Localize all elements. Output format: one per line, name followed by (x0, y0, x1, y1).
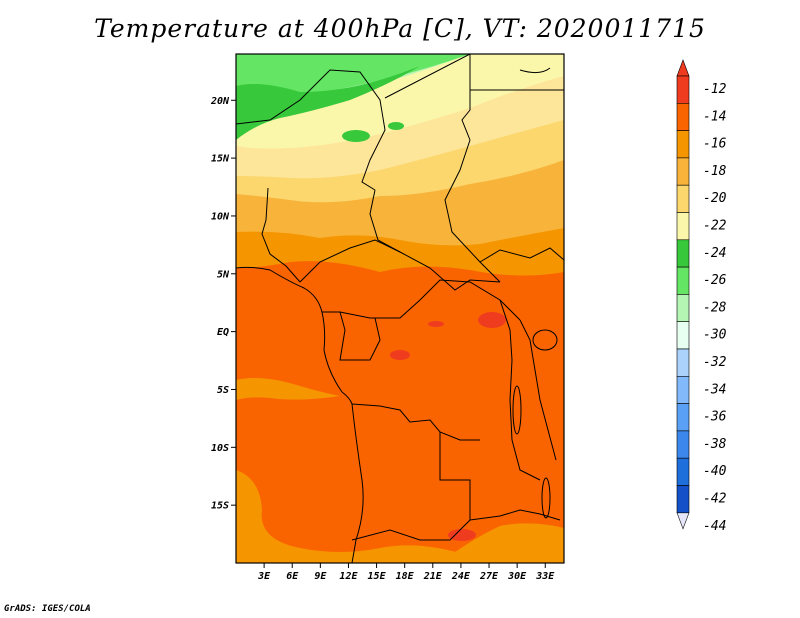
y-tick-label: 10S (211, 443, 229, 454)
border-niger-chad (369, 189, 401, 253)
colorbar-swatch (676, 103, 690, 131)
colorbar-swatch (676, 75, 690, 104)
colorbar-bottom-arrow (676, 512, 690, 530)
map-title: Temperature at 400hPa [C], VT: 202001171… (94, 14, 706, 43)
country-borders (236, 54, 564, 563)
coastline-west (236, 266, 364, 563)
colorbar-label: -18 (703, 164, 727, 179)
x-tick-label: 15E (368, 571, 387, 582)
lake-malawi (541, 477, 551, 519)
colorbar-swatch (676, 321, 690, 350)
y-tick-label: 15S (211, 501, 229, 512)
colorbar-swatch (676, 457, 690, 486)
x-tick-label: 30E (507, 571, 527, 582)
field-band-minus-24 (236, 66, 420, 140)
colorbar-swatch (676, 348, 690, 377)
x-tick-label: 6E (286, 571, 299, 582)
border-nigeria-cameroon (261, 187, 301, 283)
colorbar-swatch (676, 485, 690, 514)
x-tick-label: 21E (423, 571, 443, 582)
field-blob-minus-12 (390, 350, 410, 360)
temperature-field (236, 54, 564, 563)
field-band-minus-16-south (236, 470, 470, 563)
colorbar-label: -42 (703, 492, 727, 507)
border-algeria-libya (236, 69, 386, 191)
colorbar-label: -22 (703, 219, 727, 234)
colorbar-label: -24 (703, 246, 726, 261)
colorbar-swatch (676, 239, 690, 268)
map-frame (235, 53, 565, 564)
lake-victoria (532, 329, 558, 351)
colorbar-label: -32 (703, 355, 727, 370)
grads-credit: GrADS: IGES/COLA (4, 604, 91, 614)
x-tick-label: 24E (451, 571, 471, 582)
y-tick-label: 10N (211, 211, 230, 222)
coast-red-sea (519, 67, 551, 74)
colorbar-swatch (676, 266, 690, 295)
colorbar-swatch (676, 403, 690, 432)
field-blob-minus-12 (478, 312, 506, 328)
border-chad-sudan (444, 139, 501, 283)
y-tick-label: 20N (210, 96, 230, 107)
y-tick-label: 5S (217, 385, 229, 396)
colorbar-label: -28 (703, 300, 727, 315)
colorbar-swatch (676, 157, 690, 186)
colorbar-label: -14 (703, 109, 726, 124)
x-tick-label: 9E (314, 571, 327, 582)
field-band-minus-16-southeast (440, 523, 564, 563)
colorbar: -12 -14 -16 -18 -20 -22 -24 -26 -28 -30 -32 -34 -36 -… (676, 59, 727, 534)
colorbar-label: -36 (703, 410, 727, 425)
colorbar-label: -26 (703, 273, 727, 288)
border-east-lakes (519, 319, 557, 461)
colorbar-label: -12 (703, 82, 727, 97)
colorbar-swatch (676, 130, 690, 159)
colorbar-label: -38 (703, 437, 727, 452)
colorbar-label: -30 (703, 328, 727, 343)
colorbar-swatch (676, 212, 690, 241)
colorbar-label: -44 (703, 519, 726, 534)
field-band-minus-16-west (236, 378, 340, 400)
colorbar-top-arrow (676, 59, 690, 77)
x-tick-label: 33E (535, 571, 555, 582)
colorbar-swatch (676, 430, 690, 459)
border-libya-sudan (384, 54, 471, 99)
colorbar-label: -16 (703, 137, 727, 152)
border-drc-angola (351, 403, 480, 441)
border-libya-egypt (461, 54, 471, 141)
y-tick-label: 5N (217, 269, 230, 280)
y-tick-label: EQ (217, 327, 229, 338)
field-blob-minus-24 (342, 130, 370, 142)
y-axis: 20N 15N 10N 5N EQ 5S 10S 15S (210, 96, 236, 512)
border-zambia-south (469, 509, 561, 521)
x-axis: 3E 6E 9E 12E 15E 18E 21E 24E 27E 30E 33E (257, 563, 555, 582)
x-tick-label: 12E (339, 571, 358, 582)
colorbar-label: -34 (703, 382, 726, 397)
x-tick-label: 18E (396, 571, 415, 582)
field-blob-minus-12 (428, 321, 444, 327)
colorbar-label: -40 (703, 464, 727, 479)
y-tick-label: 15N (211, 154, 230, 165)
border-sudan-south (479, 247, 564, 263)
border-congo-gabon (322, 311, 381, 361)
lake-tanganyika (512, 385, 522, 435)
x-tick-label: 3E (257, 571, 271, 582)
border-drc-east (499, 299, 541, 481)
field-blob-minus-24 (388, 122, 404, 130)
x-tick-label: 27E (479, 571, 499, 582)
border-angola-zambia (351, 432, 471, 541)
border-cameroon-car (299, 239, 501, 291)
field-blob-minus-12 (448, 529, 476, 541)
colorbar-swatch (676, 375, 690, 404)
colorbar-swatch (676, 294, 690, 322)
colorbar-swatch (676, 184, 690, 213)
colorbar-label: -20 (703, 191, 727, 206)
